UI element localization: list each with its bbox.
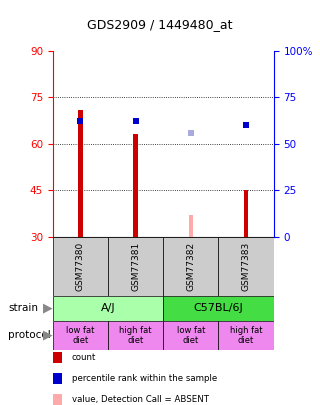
Text: GSM77382: GSM77382	[186, 242, 195, 291]
Text: high fat
diet: high fat diet	[230, 326, 262, 345]
Text: A/J: A/J	[101, 303, 115, 313]
Bar	[78, 110, 83, 237]
Text: GSM77383: GSM77383	[242, 242, 251, 291]
Bar	[163, 237, 219, 296]
Bar	[219, 321, 274, 350]
Text: count: count	[72, 353, 96, 362]
Bar	[53, 296, 163, 321]
Bar	[133, 134, 138, 237]
Text: GSM77380: GSM77380	[76, 242, 85, 291]
Bar	[53, 321, 108, 350]
Bar	[163, 296, 274, 321]
Text: strain: strain	[8, 303, 38, 313]
Text: high fat
diet: high fat diet	[119, 326, 152, 345]
Bar	[53, 237, 108, 296]
Text: low fat
diet: low fat diet	[66, 326, 95, 345]
Bar	[108, 237, 163, 296]
Text: C57BL/6J: C57BL/6J	[194, 303, 243, 313]
Text: percentile rank within the sample: percentile rank within the sample	[72, 374, 217, 383]
Bar	[188, 215, 193, 237]
Text: low fat
diet: low fat diet	[177, 326, 205, 345]
Bar	[163, 321, 219, 350]
Bar	[108, 321, 163, 350]
Bar	[244, 190, 248, 237]
Text: GDS2909 / 1449480_at: GDS2909 / 1449480_at	[87, 18, 233, 31]
Text: ▶: ▶	[43, 329, 52, 342]
Text: protocol: protocol	[8, 330, 51, 340]
Bar	[219, 237, 274, 296]
Text: GSM77381: GSM77381	[131, 242, 140, 291]
Text: value, Detection Call = ABSENT: value, Detection Call = ABSENT	[72, 395, 209, 404]
Text: ▶: ▶	[43, 302, 52, 315]
